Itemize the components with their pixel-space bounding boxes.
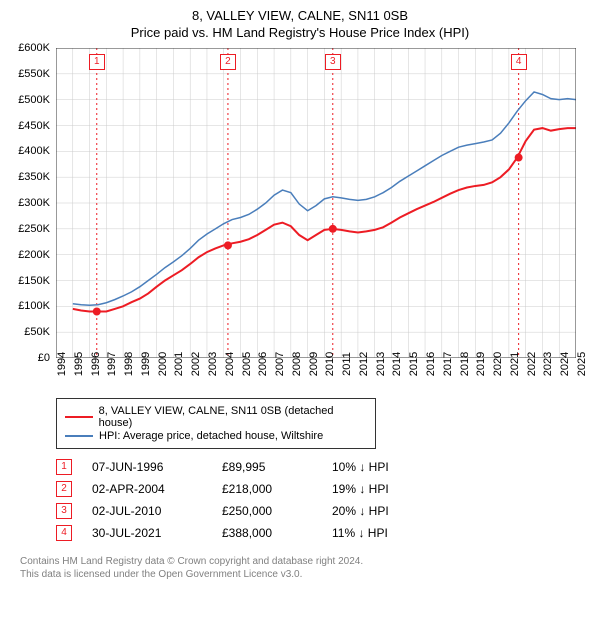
x-axis-tick-label: 2008: [291, 352, 303, 376]
x-axis-tick-label: 2018: [459, 352, 471, 376]
x-axis-tick-label: 2003: [207, 352, 219, 376]
transaction-row: 4 30-JUL-2021 £388,000 11% ↓ HPI: [56, 525, 590, 541]
x-axis-tick-label: 2014: [391, 352, 403, 376]
x-axis-tick-label: 1997: [106, 352, 118, 376]
legend-swatch: [65, 435, 93, 437]
transaction-price: £218,000: [222, 482, 312, 496]
page-subtitle: Price paid vs. HM Land Registry's House …: [10, 25, 590, 40]
transaction-price: £89,995: [222, 460, 312, 474]
transaction-row: 1 07-JUN-1996 £89,995 10% ↓ HPI: [56, 459, 590, 475]
y-axis-tick-label: £350K: [18, 171, 50, 183]
transaction-date: 07-JUN-1996: [92, 460, 202, 474]
x-axis-tick-label: 2024: [559, 352, 571, 376]
x-axis-tick-label: 2012: [358, 352, 370, 376]
y-axis-tick-label: £250K: [18, 223, 50, 235]
chart-marker-label: 4: [511, 54, 527, 70]
x-axis-tick-label: 2004: [224, 352, 236, 376]
chart-marker-label: 1: [89, 54, 105, 70]
y-axis-tick-label: £100K: [18, 300, 50, 312]
transaction-date: 02-APR-2004: [92, 482, 202, 496]
x-axis-tick-label: 1994: [56, 352, 68, 376]
legend-label: 8, VALLEY VIEW, CALNE, SN11 0SB (detache…: [99, 405, 367, 429]
legend-item: 8, VALLEY VIEW, CALNE, SN11 0SB (detache…: [65, 405, 367, 429]
x-axis-tick-label: 2023: [542, 352, 554, 376]
transaction-vs-hpi: 19% ↓ HPI: [332, 482, 432, 496]
chart-marker-label: 2: [220, 54, 236, 70]
y-axis-tick-label: £300K: [18, 197, 50, 209]
footer-line-2: This data is licensed under the Open Gov…: [20, 568, 590, 581]
y-axis-tick-label: £550K: [18, 68, 50, 80]
y-axis-tick-label: £200K: [18, 249, 50, 261]
legend-label: HPI: Average price, detached house, Wilt…: [99, 430, 323, 442]
transaction-date: 30-JUL-2021: [92, 526, 202, 540]
x-axis-tick-label: 2020: [492, 352, 504, 376]
x-axis-tick-label: 2000: [157, 352, 169, 376]
x-axis-tick-label: 2009: [308, 352, 320, 376]
legend: 8, VALLEY VIEW, CALNE, SN11 0SB (detache…: [56, 398, 376, 449]
x-axis-tick-label: 2025: [576, 352, 588, 376]
x-axis-tick-label: 1995: [73, 352, 85, 376]
transaction-row: 3 02-JUL-2010 £250,000 20% ↓ HPI: [56, 503, 590, 519]
chart-marker-label: 3: [325, 54, 341, 70]
x-axis-tick-label: 2010: [324, 352, 336, 376]
transaction-badge: 4: [56, 525, 72, 541]
transaction-vs-hpi: 20% ↓ HPI: [332, 504, 432, 518]
x-axis-tick-label: 1998: [123, 352, 135, 376]
x-axis-tick-label: 1999: [140, 352, 152, 376]
x-axis-tick-label: 2005: [241, 352, 253, 376]
y-axis-tick-label: £450K: [18, 120, 50, 132]
y-axis-tick-label: £600K: [18, 42, 50, 54]
y-axis-tick-label: £150K: [18, 275, 50, 287]
x-axis-tick-label: 2022: [526, 352, 538, 376]
transaction-badge: 3: [56, 503, 72, 519]
transaction-row: 2 02-APR-2004 £218,000 19% ↓ HPI: [56, 481, 590, 497]
transaction-price: £250,000: [222, 504, 312, 518]
transaction-badge: 2: [56, 481, 72, 497]
x-axis-tick-label: 2016: [425, 352, 437, 376]
transaction-date: 02-JUL-2010: [92, 504, 202, 518]
y-axis-tick-label: £50K: [24, 326, 50, 338]
x-axis-tick-label: 2002: [190, 352, 202, 376]
x-axis-tick-label: 2011: [341, 352, 353, 376]
chart-area: £0£50K£100K£150K£200K£250K£300K£350K£400…: [56, 48, 576, 358]
y-axis-tick-label: £400K: [18, 145, 50, 157]
x-axis-tick-label: 2015: [408, 352, 420, 376]
x-axis-tick-label: 2019: [475, 352, 487, 376]
y-axis-tick-label: £0: [38, 352, 50, 364]
attribution-footer: Contains HM Land Registry data © Crown c…: [20, 555, 590, 581]
x-axis-tick-label: 1996: [90, 352, 102, 376]
transaction-price: £388,000: [222, 526, 312, 540]
legend-swatch: [65, 416, 93, 418]
legend-item: HPI: Average price, detached house, Wilt…: [65, 430, 367, 442]
page-title: 8, VALLEY VIEW, CALNE, SN11 0SB: [10, 8, 590, 23]
x-axis-tick-label: 2006: [257, 352, 269, 376]
transaction-badge: 1: [56, 459, 72, 475]
x-axis-tick-label: 2007: [274, 352, 286, 376]
x-axis-tick-label: 2013: [375, 352, 387, 376]
y-axis-tick-label: £500K: [18, 94, 50, 106]
x-axis-tick-label: 2017: [442, 352, 454, 376]
x-axis-tick-label: 2021: [509, 352, 521, 376]
transaction-table: 1 07-JUN-1996 £89,995 10% ↓ HPI 2 02-APR-2004…: [56, 459, 590, 541]
x-axis-tick-label: 2001: [173, 352, 185, 376]
transaction-vs-hpi: 11% ↓ HPI: [332, 526, 432, 540]
footer-line-1: Contains HM Land Registry data © Crown c…: [20, 555, 590, 568]
transaction-vs-hpi: 10% ↓ HPI: [332, 460, 432, 474]
